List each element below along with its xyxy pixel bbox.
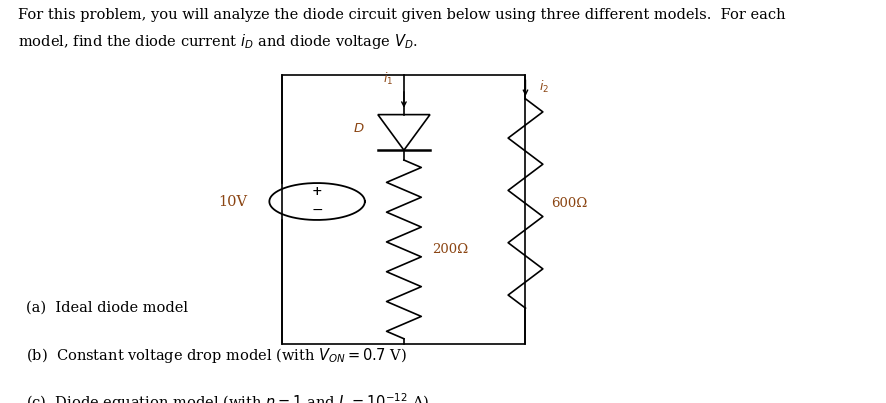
Text: (c)  Diode equation model (with $n = 1$ and $I_s = 10^{-12}$ A): (c) Diode equation model (with $n = 1$ a…: [27, 391, 430, 403]
Text: For this problem, you will analyze the diode circuit given below using three dif: For this problem, you will analyze the d…: [18, 8, 785, 22]
Text: (b)  Constant voltage drop model (with $V_{ON} = 0.7$ V): (b) Constant voltage drop model (with $V…: [27, 346, 407, 365]
Text: $i_2$: $i_2$: [539, 79, 548, 95]
Text: (a)  Ideal diode model: (a) Ideal diode model: [27, 300, 188, 314]
Text: +: +: [312, 185, 323, 198]
Text: −: −: [311, 203, 323, 217]
Text: model, find the diode current $i_D$ and diode voltage $V_D$.: model, find the diode current $i_D$ and …: [18, 32, 417, 51]
Text: $i_1$: $i_1$: [384, 71, 393, 87]
Text: 600Ω: 600Ω: [551, 197, 587, 210]
Text: 200Ω: 200Ω: [431, 243, 468, 256]
Text: 10V: 10V: [219, 195, 247, 208]
Text: $D$: $D$: [354, 122, 365, 135]
